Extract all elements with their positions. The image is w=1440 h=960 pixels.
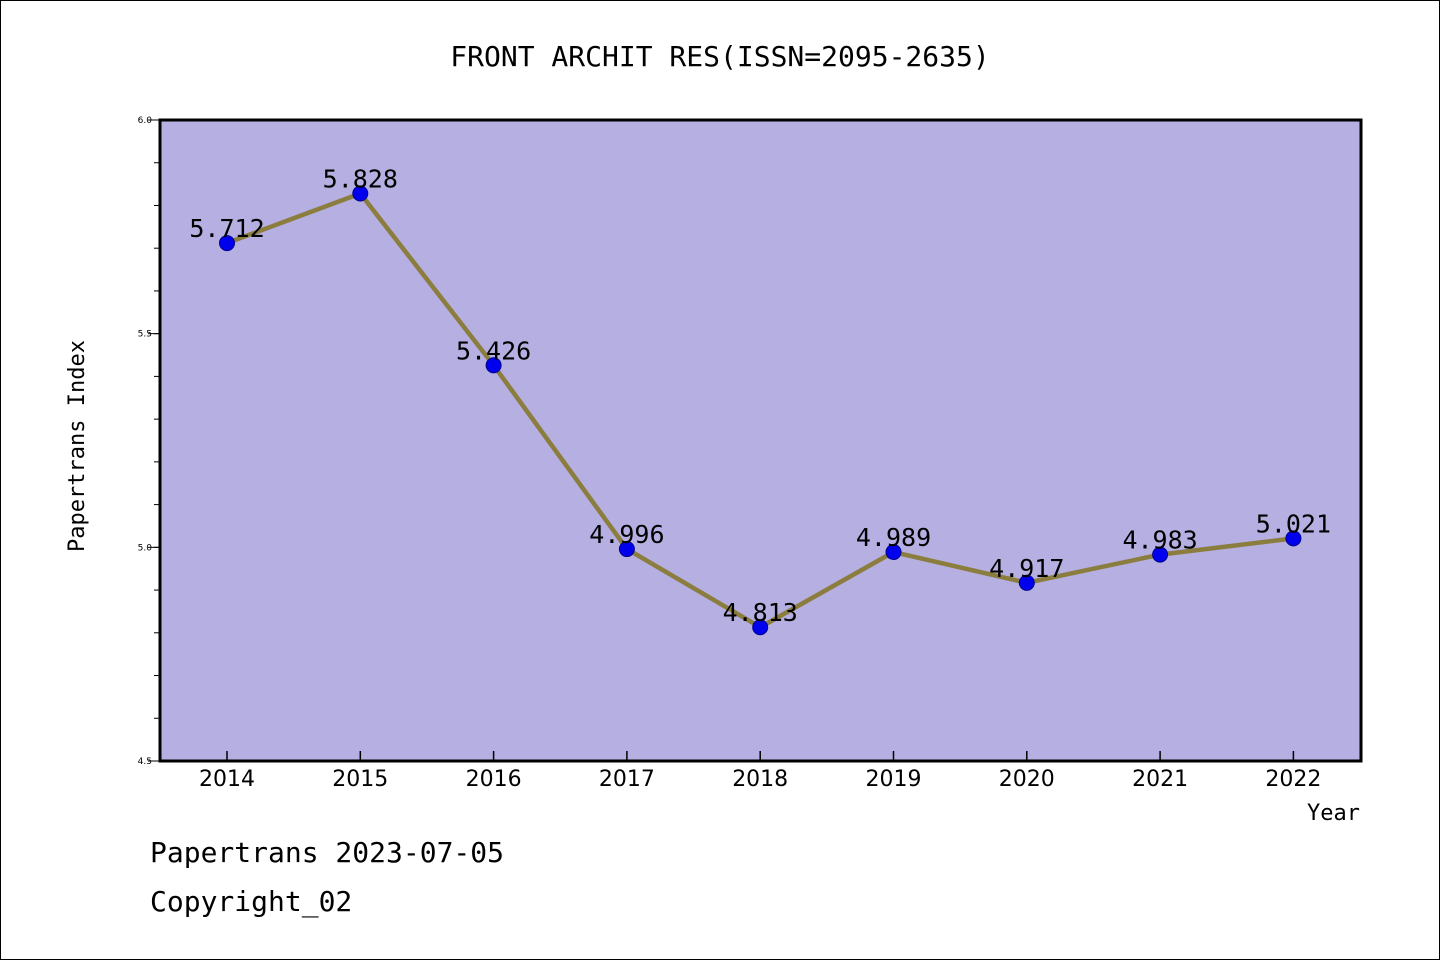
data-point bbox=[219, 235, 235, 252]
x-axis-label: Year bbox=[1307, 801, 1360, 826]
x-tick-label: 2021 bbox=[1132, 767, 1188, 792]
data-point bbox=[618, 541, 635, 558]
data-label: 4.917 bbox=[989, 554, 1064, 583]
data-point bbox=[352, 185, 369, 202]
data-point bbox=[1018, 574, 1035, 591]
data-label: 4.989 bbox=[856, 523, 931, 552]
data-labels: 5.712 5.828 5.426 4.996 4.813 4.989 4.917 4.983… bbox=[189, 165, 1331, 628]
y-tick-label: 5.5 bbox=[138, 330, 152, 340]
data-points bbox=[219, 185, 1302, 636]
x-tick-label: 2014 bbox=[199, 767, 255, 792]
data-label: 4.983 bbox=[1122, 526, 1197, 555]
y-tick-label: 5.0 bbox=[138, 543, 153, 553]
x-tick-label: 2017 bbox=[599, 767, 655, 792]
data-label: 5.021 bbox=[1256, 509, 1331, 538]
data-label: 4.813 bbox=[723, 598, 798, 627]
data-point bbox=[485, 357, 502, 374]
data-point bbox=[885, 544, 902, 561]
x-tick-label: 2019 bbox=[866, 767, 922, 792]
data-label: 5.426 bbox=[456, 336, 531, 365]
x-tick-label: 2018 bbox=[732, 767, 788, 792]
x-axis: 2014 2015 2016 2017 2018 2019 2020 2021 2022 bbox=[199, 751, 1321, 792]
chart-title: FRONT ARCHIT RES(ISSN=2095-2635) bbox=[450, 40, 989, 73]
plot-border bbox=[158, 118, 1363, 763]
data-point bbox=[752, 619, 769, 636]
y-axis-label: Papertrans Index bbox=[65, 340, 90, 552]
plot-area bbox=[160, 120, 1361, 761]
y-axis: 4.5 5.0 5.5 6.0 bbox=[138, 116, 160, 767]
x-tick-label: 2016 bbox=[466, 767, 522, 792]
footer-copyright: Copyright_02 bbox=[150, 885, 353, 918]
x-tick-label: 2020 bbox=[999, 767, 1055, 792]
data-label: 5.712 bbox=[189, 214, 264, 243]
data-label: 4.996 bbox=[589, 520, 664, 549]
x-tick-label: 2022 bbox=[1265, 767, 1321, 792]
x-tick-label: 2015 bbox=[332, 767, 388, 792]
footer-date: Papertrans 2023-07-05 bbox=[150, 836, 505, 869]
data-label: 5.828 bbox=[323, 165, 398, 194]
y-tick-label: 4.5 bbox=[138, 757, 152, 767]
data-point bbox=[1285, 530, 1302, 547]
data-point bbox=[1152, 546, 1169, 563]
y-tick-label: 6.0 bbox=[138, 116, 153, 126]
